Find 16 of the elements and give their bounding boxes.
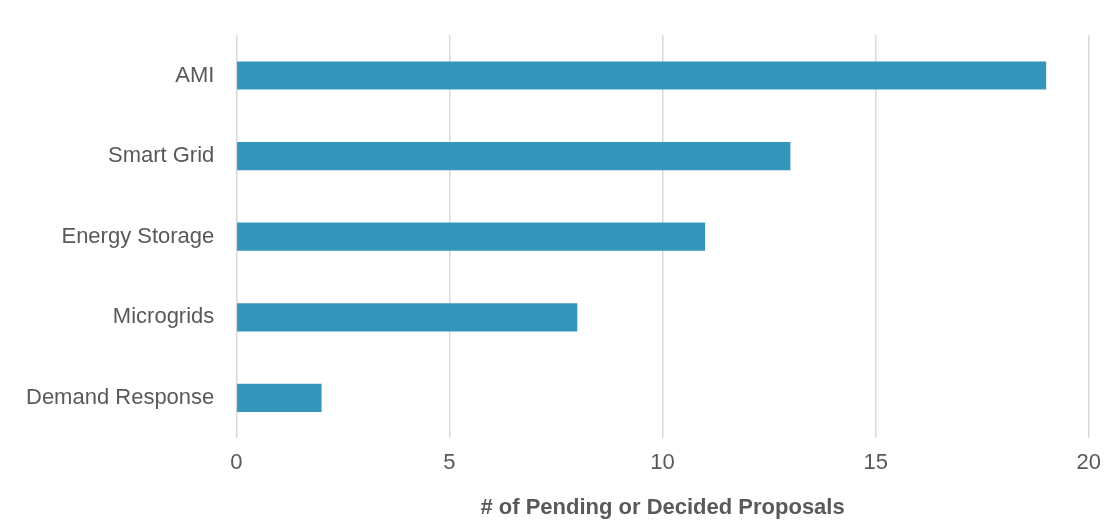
bar bbox=[237, 61, 1047, 90]
x-tick-label: 20 bbox=[1076, 449, 1102, 475]
y-tick-label: AMI bbox=[175, 61, 215, 87]
bar bbox=[237, 383, 322, 413]
y-tick-label: Microgrids bbox=[112, 303, 215, 329]
x-tick-label: 15 bbox=[863, 449, 888, 475]
x-tick-label: 0 bbox=[230, 449, 243, 475]
bar bbox=[237, 303, 578, 332]
y-tick-label: Energy Storage bbox=[61, 222, 215, 248]
y-tick-label: Smart Grid bbox=[107, 142, 215, 168]
x-tick-label: 5 bbox=[443, 449, 456, 475]
x-tick-label: 10 bbox=[650, 449, 675, 475]
y-tick-label: Demand Response bbox=[25, 383, 215, 409]
bar bbox=[237, 142, 791, 171]
x-axis-title: # of Pending or Decided Proposals bbox=[480, 493, 845, 519]
bar bbox=[237, 222, 706, 251]
